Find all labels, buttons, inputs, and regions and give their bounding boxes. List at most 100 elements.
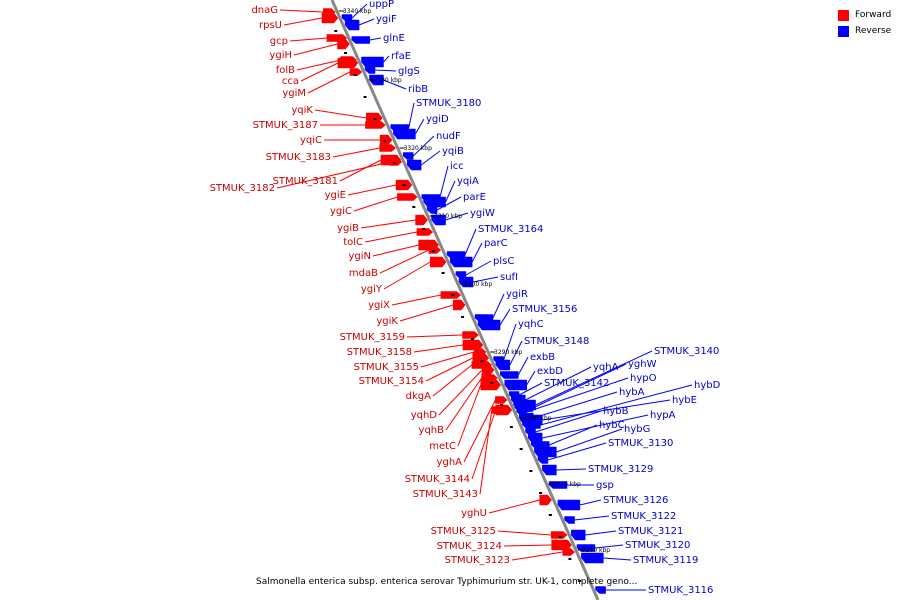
reverse-gene-STMUK_3129[interactable] [542, 464, 557, 476]
reverse-gene-label[interactable]: yqiA [457, 176, 479, 187]
forward-gene-label[interactable]: STMUK_3158 [347, 347, 412, 358]
reverse-gene-STMUK_3126[interactable] [557, 499, 581, 511]
reverse-gene-label[interactable]: sufI [500, 272, 518, 283]
reverse-gene-label[interactable]: STMUK_3121 [618, 526, 683, 537]
reverse-gene-label[interactable]: hybC [599, 420, 625, 431]
reverse-gene-label[interactable]: ygiW [470, 208, 495, 219]
forward-gene-label[interactable]: STMUK_3159 [340, 332, 405, 343]
forward-gene-label[interactable]: cca [282, 76, 299, 87]
forward-gene-STMUK_3124[interactable] [551, 539, 572, 551]
reverse-gene-nudF[interactable] [402, 152, 414, 160]
reverse-gene-ribB[interactable] [369, 74, 384, 86]
reverse-gene-label[interactable]: gsp [596, 480, 614, 491]
reverse-gene-label[interactable]: hypA [650, 410, 676, 421]
forward-gene-label[interactable]: STMUK_3123 [445, 555, 510, 566]
reverse-gene-STMUK_3156[interactable] [477, 319, 501, 331]
forward-gene-label[interactable]: ygiK [376, 316, 398, 327]
reverse-gene-label[interactable]: STMUK_3164 [478, 224, 543, 235]
reverse-gene-label[interactable]: STMUK_3140 [654, 346, 719, 357]
forward-gene-ygiX[interactable] [440, 291, 462, 299]
forward-gene-label[interactable]: ygiC [330, 206, 352, 217]
forward-gene-ygiK[interactable] [452, 299, 466, 311]
reverse-gene-label[interactable]: yqhA [593, 362, 619, 373]
reverse-gene-label[interactable]: hybG [624, 424, 650, 435]
forward-gene-label[interactable]: ygiN [348, 251, 371, 262]
reverse-gene-glgS[interactable] [364, 66, 376, 74]
reverse-gene-STMUK_3130[interactable] [537, 456, 549, 464]
reverse-gene-ygiF[interactable] [344, 19, 360, 31]
reverse-gene-label[interactable]: exbD [537, 366, 563, 377]
reverse-gene-label[interactable]: hybB [603, 406, 629, 417]
forward-gene-yghA[interactable] [495, 396, 508, 404]
reverse-gene-parE[interactable] [426, 206, 438, 214]
reverse-gene-label[interactable]: hybE [672, 395, 697, 406]
reverse-gene-label[interactable]: hybA [619, 387, 645, 398]
forward-gene-label[interactable]: dnaG [251, 5, 278, 16]
forward-gene-label[interactable]: folB [276, 65, 295, 76]
reverse-gene-label[interactable]: yghW [628, 359, 657, 370]
reverse-gene-label[interactable]: hybD [694, 380, 721, 391]
forward-gene-label[interactable]: yghA [437, 457, 463, 468]
forward-gene-label[interactable]: ygiM [282, 88, 306, 99]
reverse-gene-ygiW[interactable] [431, 214, 446, 226]
reverse-gene-label[interactable]: yqiB [442, 146, 464, 157]
forward-gene-STMUK_3125[interactable] [550, 531, 568, 539]
forward-gene-label[interactable]: STMUK_3181 [273, 176, 338, 187]
reverse-gene-label[interactable]: STMUK_3129 [588, 464, 653, 475]
reverse-gene-label[interactable]: STMUK_3126 [603, 495, 668, 506]
forward-gene-label[interactable]: yqhD [411, 410, 438, 421]
reverse-gene-label[interactable]: parC [484, 238, 508, 249]
reverse-gene-label[interactable]: ribB [408, 84, 428, 95]
reverse-gene-label[interactable]: STMUK_3116 [648, 585, 713, 596]
forward-gene-ygiY[interactable] [429, 256, 447, 268]
forward-gene-cca[interactable] [337, 57, 359, 69]
forward-gene-label[interactable]: tolC [343, 237, 363, 248]
forward-gene-STMUK_3183[interactable] [379, 144, 396, 152]
reverse-gene-label[interactable]: STMUK_3142 [544, 378, 609, 389]
forward-gene-label[interactable]: mdaB [349, 268, 378, 279]
forward-gene-ygiC[interactable] [397, 193, 418, 201]
forward-gene-label[interactable]: gcp [270, 36, 288, 47]
forward-gene-label[interactable]: dkgA [406, 391, 431, 402]
forward-gene-STMUK_3158[interactable] [462, 339, 484, 351]
reverse-gene-label[interactable]: ygiR [506, 289, 528, 300]
reverse-gene-label[interactable]: glgS [398, 66, 420, 77]
forward-gene-ygiB[interactable] [415, 214, 428, 226]
forward-gene-label[interactable]: ygiX [368, 300, 390, 311]
forward-gene-label[interactable]: yqhB [419, 425, 445, 436]
reverse-gene-rfaE[interactable] [361, 56, 384, 68]
reverse-gene-label[interactable]: STMUK_3180 [416, 98, 481, 109]
reverse-gene-label[interactable]: STMUK_3148 [524, 336, 589, 347]
forward-gene-label[interactable]: ygiB [337, 223, 359, 234]
reverse-gene-STMUK_3148[interactable] [495, 359, 511, 371]
reverse-gene-label[interactable]: uppP [369, 0, 394, 10]
forward-gene-STMUK_3159[interactable] [462, 331, 479, 339]
forward-gene-label[interactable]: ygiE [325, 190, 346, 201]
reverse-gene-exbB[interactable] [500, 371, 519, 379]
reverse-gene-label[interactable]: exbB [530, 352, 555, 363]
forward-gene-label[interactable]: yqiC [300, 135, 322, 146]
reverse-gene-yqiB[interactable] [406, 159, 422, 171]
reverse-gene-label[interactable]: rfaE [391, 51, 411, 62]
reverse-gene-hybG[interactable] [534, 446, 557, 458]
reverse-gene-STMUK_3116[interactable] [595, 586, 606, 594]
forward-gene-rpsU[interactable] [321, 12, 339, 24]
reverse-gene-label[interactable]: STMUK_3120 [625, 540, 690, 551]
reverse-gene-label[interactable]: STMUK_3119 [633, 555, 698, 566]
reverse-gene-parC[interactable] [449, 256, 473, 268]
reverse-gene-STMUK_3121[interactable] [570, 529, 586, 541]
forward-gene-label[interactable]: yghU [461, 508, 487, 519]
reverse-gene-label[interactable]: ygiF [376, 14, 397, 25]
reverse-gene-label[interactable]: icc [450, 161, 464, 172]
reverse-gene-label[interactable]: nudF [436, 131, 461, 142]
reverse-gene-label[interactable]: hypO [630, 373, 657, 384]
reverse-gene-label[interactable]: STMUK_3130 [608, 438, 673, 449]
reverse-gene-hybE[interactable] [519, 414, 543, 426]
reverse-gene-label[interactable]: parE [463, 192, 486, 203]
forward-gene-label[interactable]: metC [429, 441, 456, 452]
forward-gene-STMUK_3123[interactable] [562, 548, 576, 556]
reverse-gene-label[interactable]: ygiD [426, 114, 449, 125]
forward-gene-label[interactable]: STMUK_3154 [359, 376, 424, 387]
forward-gene-label[interactable]: rpsU [259, 20, 282, 31]
